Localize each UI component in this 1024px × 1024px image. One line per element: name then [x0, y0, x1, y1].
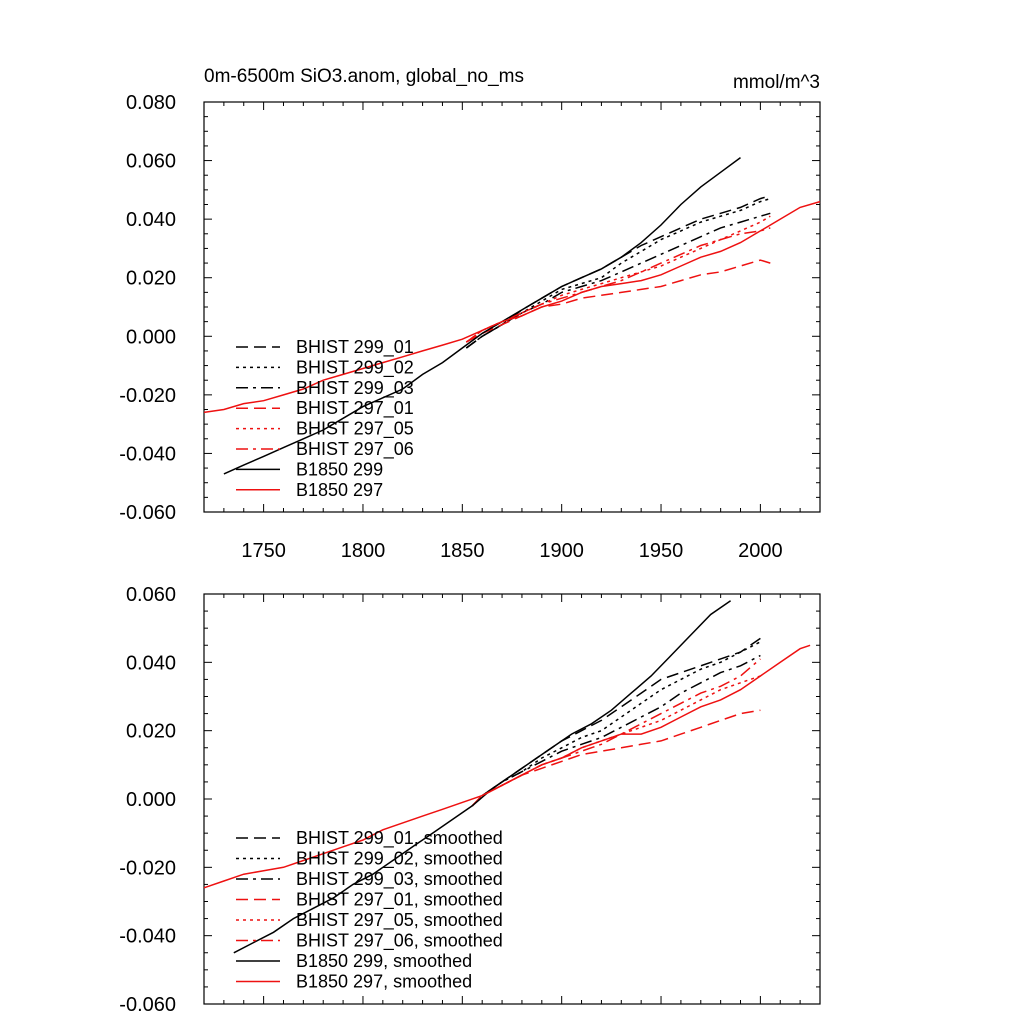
legend-entry-label: BHIST 299_01, smoothed	[296, 828, 503, 849]
tick-marks	[203, 101, 821, 513]
series-line-1	[465, 194, 771, 349]
series-lines	[203, 600, 811, 954]
x-tick-label: 1800	[341, 540, 386, 562]
y-tick-label: -0.020	[119, 385, 176, 407]
series-line-2	[471, 641, 761, 807]
legend-entry-label: BHIST 297_06, smoothed	[296, 931, 503, 952]
series-line-1	[471, 637, 761, 807]
y-tick-label: 0.060	[126, 151, 176, 173]
x-tick-labels: 1750 1800 1850 1900 1950 2000	[241, 540, 782, 562]
series-line-3	[471, 654, 761, 807]
y-tick-label: -0.060	[119, 994, 176, 1016]
legend-entry-label: BHIST 299_01	[296, 337, 414, 358]
series-line-6	[465, 227, 771, 343]
legend-entry-label: BHIST 299_03	[296, 378, 414, 399]
y-tick-label: -0.020	[119, 857, 176, 879]
series-lines	[203, 156, 821, 475]
x-tick-label: 2000	[738, 540, 783, 562]
chart-title: 0m-6500m SiO3.anom, global_no_ms	[204, 66, 524, 87]
legend-entry-label: B1850 297	[296, 480, 383, 500]
y-tick-labels: -0.060 -0.040 -0.020 0.000 0.020 0.040 0.060 0.…	[119, 92, 176, 524]
y-tick-label: 0.060	[126, 584, 176, 606]
legend-entry-label: BHIST 297_01	[296, 398, 414, 419]
series-line-6	[471, 658, 761, 807]
y-tick-label: 0.020	[126, 268, 176, 290]
y-tick-label: -0.040	[119, 443, 176, 465]
y-tick-label: 0.020	[126, 721, 176, 743]
series-line-7	[233, 600, 732, 954]
y-tick-label: 0.000	[126, 326, 176, 348]
y-tick-labels: -0.060 -0.040 -0.020 0.000 0.020 0.040 0.060	[119, 584, 176, 1016]
series-line-4	[465, 259, 771, 343]
chart-panel-top: 0m-6500m SiO3.anom, global_no_ms mmol/m^…	[119, 66, 821, 562]
series-line-3	[465, 212, 771, 349]
chart-panel-bottom: -0.060 -0.040 -0.020 0.000 0.020 0.040 0.060 B…	[119, 584, 821, 1016]
series-line-5	[465, 215, 771, 343]
series-line-8	[203, 200, 821, 414]
legend-entry-label: BHIST 297_01, smoothed	[296, 890, 503, 911]
y-tick-label: 0.080	[126, 92, 176, 114]
tick-marks	[203, 593, 821, 1005]
y-tick-label: 0.040	[126, 652, 176, 674]
series-line-8	[203, 644, 811, 889]
x-tick-label: 1900	[539, 540, 584, 562]
legend-entry-label: BHIST 297_05	[296, 419, 414, 440]
legend-entry-label: B1850 297, smoothed	[296, 972, 472, 992]
y-tick-label: 0.040	[126, 209, 176, 231]
y-tick-label: 0.000	[126, 789, 176, 811]
legend-entry-label: B1850 299, smoothed	[296, 951, 472, 971]
legend-entry-label: BHIST 297_05, smoothed	[296, 910, 503, 931]
legend-entry-label: BHIST 299_02, smoothed	[296, 849, 503, 870]
y-tick-label: -0.060	[119, 502, 176, 524]
series-line-5	[471, 675, 761, 807]
x-tick-label: 1850	[440, 540, 485, 562]
x-tick-label: 1750	[241, 540, 286, 562]
chart-units: mmol/m^3	[733, 72, 820, 93]
legend-entry-label: BHIST 299_02	[296, 357, 414, 378]
x-tick-label: 1950	[639, 540, 684, 562]
y-tick-label: -0.040	[119, 926, 176, 948]
series-line-2	[465, 197, 771, 349]
legend-entry-label: B1850 299	[296, 459, 383, 479]
series-line-4	[471, 709, 761, 807]
legend-entry-label: BHIST 299_03, smoothed	[296, 869, 503, 890]
series-line-7	[223, 156, 741, 475]
legend-entry-label: BHIST 297_06	[296, 439, 414, 460]
